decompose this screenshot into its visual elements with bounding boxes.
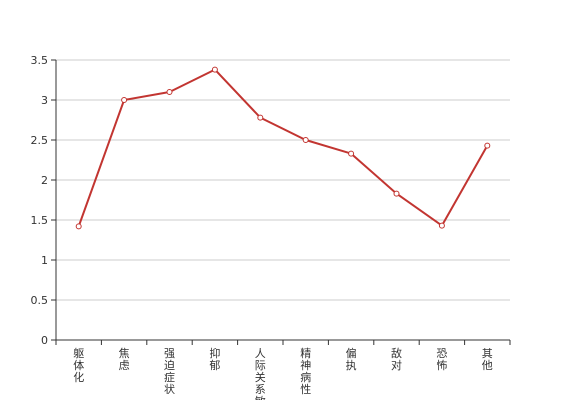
y-tick-labels: 0 0.5 1 1.5 2 2.5 3 3.5 xyxy=(31,54,49,347)
x-tick-label: 其他 xyxy=(482,347,493,372)
series-line xyxy=(77,68,489,227)
grid-lines xyxy=(56,59,510,301)
x-tick-label: 抑郁 xyxy=(209,346,220,372)
x-tick-label: 躯体化 xyxy=(73,347,84,384)
x-tick-label: 敌对 xyxy=(391,346,402,372)
x-tick-labels: 躯体化 焦虑 强迫症状 抑郁 人际关系敏感 精神病性 偏执 敌对 恐怖 其他 xyxy=(73,346,493,400)
axes xyxy=(51,59,511,345)
y-tick-label: 0.5 xyxy=(31,294,49,307)
x-tick-label: 恐怖 xyxy=(436,347,447,372)
x-tick-label: 精神病性 xyxy=(300,347,311,396)
data-point xyxy=(438,222,445,229)
data-point xyxy=(75,223,82,230)
data-point xyxy=(302,137,309,143)
y-tick-label: 2 xyxy=(41,174,48,187)
x-tick-label: 焦虑 xyxy=(119,347,130,372)
data-point xyxy=(484,142,491,149)
data-point xyxy=(348,150,355,157)
x-tick-label: 强迫症状 xyxy=(164,347,175,396)
y-tick-label: 1.5 xyxy=(31,214,49,227)
y-tick-label: 3.5 xyxy=(31,54,49,67)
y-tick-label: 2.5 xyxy=(31,134,49,147)
y-tick-label: 3 xyxy=(41,94,48,107)
data-point xyxy=(211,66,218,73)
y-tick-label: 0 xyxy=(41,334,48,347)
data-point xyxy=(166,89,173,95)
x-tick-label: 偏执 xyxy=(346,346,357,372)
data-point xyxy=(393,190,400,197)
data-point xyxy=(121,97,128,103)
data-point xyxy=(257,114,264,121)
series xyxy=(75,66,491,230)
y-tick-label: 1 xyxy=(41,254,48,267)
x-tick-label: 人际关系敏感 xyxy=(255,347,266,400)
